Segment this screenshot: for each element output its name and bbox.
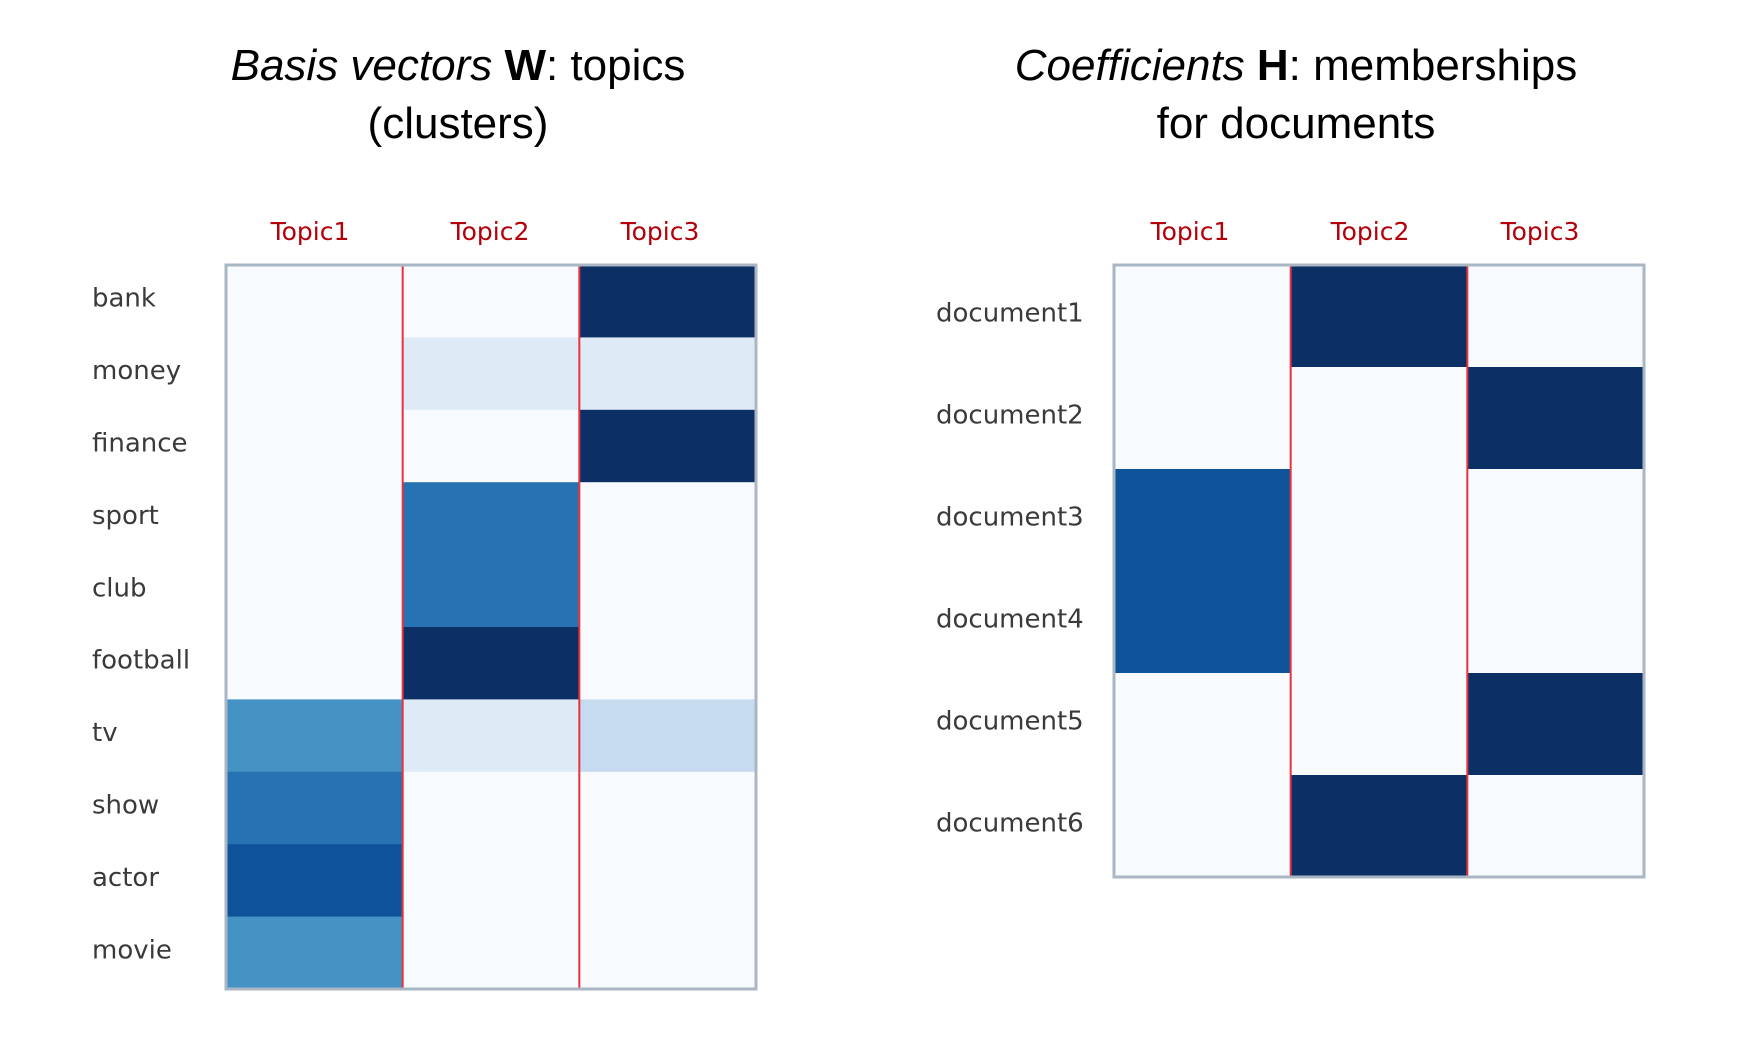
heatmap-cell-tv-topic3 xyxy=(579,699,757,773)
row-label-finance: finance xyxy=(92,429,188,459)
heatmap-cell-bank-topic3 xyxy=(579,265,757,338)
chart-title-segment: (clusters) xyxy=(368,99,549,148)
chart-title-w-line1: Basis vectors W: topics xyxy=(231,41,686,90)
heatmap-cell-club-topic1 xyxy=(226,554,404,628)
heatmap-cell-document3-topic2 xyxy=(1290,469,1468,572)
column-label-topic2: Topic2 xyxy=(450,217,530,246)
heatmap-cell-document1-topic2 xyxy=(1290,265,1468,368)
row-label-document3: document3 xyxy=(936,503,1084,533)
heatmap-cell-finance-topic3 xyxy=(579,409,757,483)
heatmap-cell-show-topic3 xyxy=(579,771,757,845)
heatmap-cell-club-topic2 xyxy=(402,554,580,628)
chart-title-segment: W xyxy=(504,41,546,90)
row-label-document4: document4 xyxy=(936,605,1084,635)
row-label-document1: document1 xyxy=(936,299,1084,329)
heatmap-cell-actor-topic3 xyxy=(579,844,757,918)
heatmap-cell-movie-topic3 xyxy=(579,916,757,990)
heatmap-cell-football-topic3 xyxy=(579,627,757,700)
chart-title-segment: Basis vectors xyxy=(231,41,505,90)
heatmap-cell-document3-topic3 xyxy=(1467,469,1645,572)
column-label-topic1: Topic1 xyxy=(270,217,350,246)
row-label-bank: bank xyxy=(92,284,156,314)
chart-title-segment: for documents xyxy=(1157,99,1436,148)
row-label-club: club xyxy=(92,573,147,603)
heatmap-cell-football-topic2 xyxy=(402,627,580,700)
column-label-topic1: Topic1 xyxy=(1150,217,1230,246)
row-label-actor: actor xyxy=(92,863,159,893)
heatmap-cell-sport-topic3 xyxy=(579,482,757,556)
heatmap-cell-document4-topic3 xyxy=(1467,571,1645,674)
row-label-document5: document5 xyxy=(936,707,1084,737)
heatmap-cell-bank-topic2 xyxy=(402,265,580,338)
row-label-show: show xyxy=(92,791,159,821)
heatmap-cell-document6-topic1 xyxy=(1114,775,1292,878)
heatmap-cell-actor-topic2 xyxy=(402,844,580,918)
heatmap-cell-document5-topic2 xyxy=(1290,673,1468,776)
heatmap-cell-document4-topic2 xyxy=(1290,571,1468,674)
heatmap-cell-document4-topic1 xyxy=(1114,571,1292,674)
heatmap-h: Coefficients H: memberships for documents… xyxy=(936,41,1646,879)
row-label-football: football xyxy=(92,646,190,676)
chart-title-w-line2: (clusters) xyxy=(368,99,549,148)
heatmap-cell-movie-topic1 xyxy=(226,916,404,990)
heatmap-cell-document3-topic1 xyxy=(1114,469,1292,572)
heatmap-cell-tv-topic1 xyxy=(226,699,404,773)
heatmap-cell-document6-topic2 xyxy=(1290,775,1468,878)
row-label-sport: sport xyxy=(92,501,159,531)
chart-title-segment: H xyxy=(1257,41,1289,90)
heatmap-cell-money-topic3 xyxy=(579,337,757,411)
heatmap-cell-document1-topic3 xyxy=(1467,265,1645,368)
heatmap-cell-sport-topic1 xyxy=(226,482,404,556)
heatmap-cell-document2-topic3 xyxy=(1467,367,1645,470)
heatmap-cell-document5-topic1 xyxy=(1114,673,1292,776)
row-label-tv: tv xyxy=(92,718,118,748)
heatmap-cell-movie-topic2 xyxy=(402,916,580,990)
row-label-movie: movie xyxy=(92,935,172,965)
heatmap-cell-tv-topic2 xyxy=(402,699,580,773)
heatmap-cell-finance-topic1 xyxy=(226,409,404,483)
heatmap-border xyxy=(224,263,758,991)
heatmap-cell-football-topic1 xyxy=(226,627,404,700)
heatmap-cell-money-topic1 xyxy=(226,337,404,411)
row-label-document2: document2 xyxy=(936,401,1084,431)
heatmap-cell-money-topic2 xyxy=(402,337,580,411)
chart-title-h-line2: for documents xyxy=(1157,99,1436,148)
heatmap-border xyxy=(1112,263,1646,879)
chart-title-h-line1: Coefficients H: memberships xyxy=(1015,41,1577,90)
heatmap-cell-finance-topic2 xyxy=(402,409,580,483)
column-label-topic3: Topic3 xyxy=(1500,217,1580,246)
chart-title-segment: : topics xyxy=(546,41,685,90)
heatmap-cell-document2-topic2 xyxy=(1290,367,1468,470)
row-label-money: money xyxy=(92,356,181,386)
heatmap-cell-actor-topic1 xyxy=(226,844,404,918)
heatmap-cell-document6-topic3 xyxy=(1467,775,1645,878)
heatmap-w: Basis vectors W: topics (clusters) Topic1 T… xyxy=(92,41,758,991)
row-label-document6: document6 xyxy=(936,809,1084,839)
heatmap-cell-document5-topic3 xyxy=(1467,673,1645,776)
heatmap-cell-bank-topic1 xyxy=(226,265,404,338)
heatmap-cell-show-topic2 xyxy=(402,771,580,845)
heatmap-cell-document2-topic1 xyxy=(1114,367,1292,470)
column-label-topic2: Topic2 xyxy=(1330,217,1410,246)
chart-title-segment: Coefficients xyxy=(1015,41,1257,90)
heatmap-cell-show-topic1 xyxy=(226,771,404,845)
column-label-topic3: Topic3 xyxy=(620,217,700,246)
heatmap-cell-document1-topic1 xyxy=(1114,265,1292,368)
heatmap-cell-sport-topic2 xyxy=(402,482,580,556)
chart-title-segment: : memberships xyxy=(1289,41,1578,90)
heatmap-cell-club-topic3 xyxy=(579,554,757,628)
